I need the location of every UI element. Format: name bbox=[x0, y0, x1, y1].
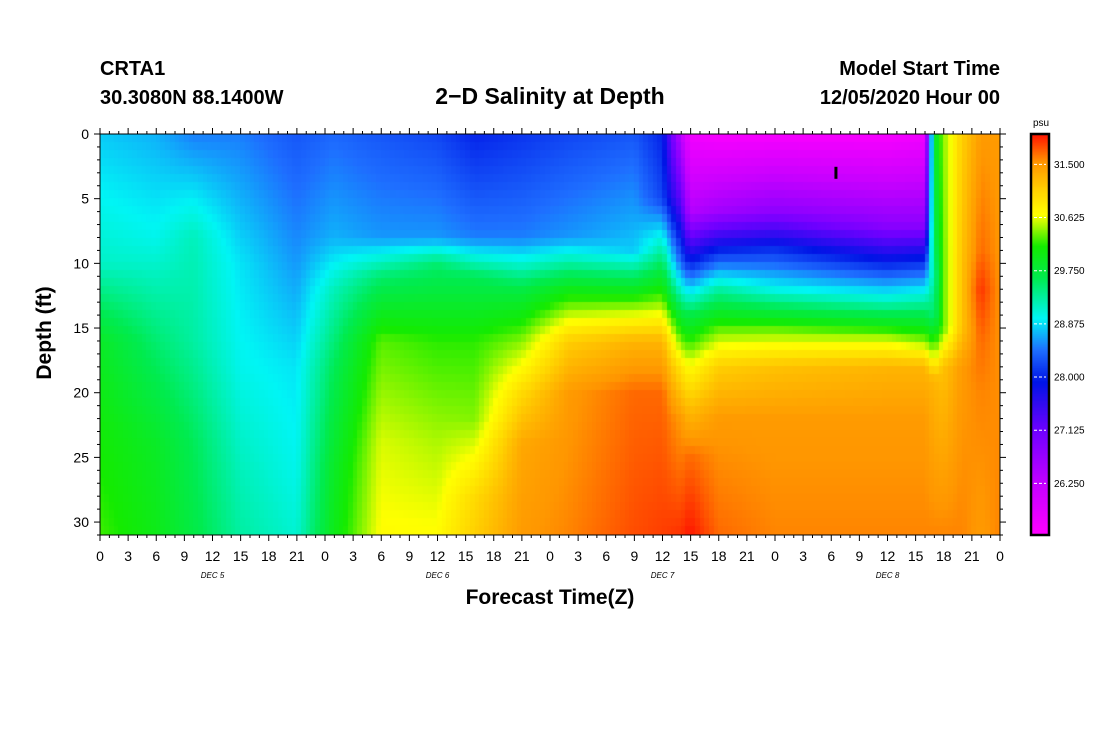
colorbar-frame bbox=[1029, 132, 1051, 537]
x-tick-label: 0 bbox=[771, 548, 779, 564]
plot-axes: 0 3 6 9 12 15 18 21 0 3 6 9 12 15 18 21 0 3 6 9 12 15 18 21 0 3 6 9… bbox=[73, 126, 1006, 580]
x-date-label: DEC 5 bbox=[201, 571, 225, 580]
heatmap-image bbox=[100, 134, 1000, 535]
x-tick-label: 21 bbox=[964, 548, 980, 564]
colorbar-tick-label: 31.500 bbox=[1054, 160, 1085, 171]
x-date-label: DEC 8 bbox=[876, 571, 900, 580]
x-tick-label: 6 bbox=[152, 548, 160, 564]
model-start-label: Model Start Time bbox=[839, 58, 1000, 80]
y-tick-label: 15 bbox=[73, 320, 89, 336]
colorbar-tick-label: 30.625 bbox=[1054, 213, 1085, 224]
x-date-label: DEC 6 bbox=[426, 571, 450, 580]
x-tick-label: 9 bbox=[855, 548, 863, 564]
y-tick-label: 0 bbox=[81, 126, 89, 142]
x-tick-label: 12 bbox=[880, 548, 896, 564]
x-tick-label: 21 bbox=[739, 548, 755, 564]
x-tick-label: 9 bbox=[630, 548, 638, 564]
x-tick-label: 6 bbox=[377, 548, 385, 564]
x-tick-label: 12 bbox=[430, 548, 446, 564]
colorbar-tick-label: 26.250 bbox=[1054, 479, 1085, 490]
x-tick-label: 0 bbox=[996, 548, 1004, 564]
colorbar-tick-label: 28.875 bbox=[1054, 319, 1085, 330]
x-tick-label: 6 bbox=[602, 548, 610, 564]
colorbar-tick-label: 29.750 bbox=[1054, 266, 1085, 277]
y-tick-label: 25 bbox=[73, 449, 89, 465]
x-tick-label: 21 bbox=[514, 548, 530, 564]
x-tick-label: 15 bbox=[233, 548, 249, 564]
position-marker bbox=[834, 166, 838, 179]
x-axis-label: Forecast Time(Z) bbox=[466, 586, 635, 609]
x-tick-label: 0 bbox=[96, 548, 104, 564]
x-tick-label: 18 bbox=[711, 548, 727, 564]
colorbar-tick-label: 27.125 bbox=[1054, 426, 1085, 437]
colorbar-gradient bbox=[1031, 134, 1049, 535]
x-tick-label: 3 bbox=[349, 548, 357, 564]
x-tick-label: 18 bbox=[486, 548, 502, 564]
y-axis-label: Depth (ft) bbox=[33, 286, 56, 379]
x-tick-label: 0 bbox=[546, 548, 554, 564]
colorbar-unit: psu bbox=[1033, 118, 1049, 129]
x-tick-label: 15 bbox=[458, 548, 474, 564]
x-tick-label: 3 bbox=[799, 548, 807, 564]
x-tick-label: 9 bbox=[180, 548, 188, 564]
x-tick-label: 21 bbox=[289, 548, 305, 564]
x-tick-label: 3 bbox=[574, 548, 582, 564]
x-tick-label: 9 bbox=[405, 548, 413, 564]
colorbar: 26.250 27.125 28.000 28.875 29.750 30.625 31.5… bbox=[1029, 132, 1085, 537]
x-tick-label: 3 bbox=[124, 548, 132, 564]
station-location: 30.3080N 88.1400W bbox=[100, 87, 284, 109]
x-tick-label: 6 bbox=[827, 548, 835, 564]
colorbar-tick-label: 28.000 bbox=[1054, 373, 1085, 384]
y-tick-label: 20 bbox=[73, 385, 89, 401]
x-tick-label: 15 bbox=[908, 548, 924, 564]
x-tick-label: 12 bbox=[655, 548, 671, 564]
y-tick-label: 10 bbox=[73, 255, 89, 271]
x-tick-label: 18 bbox=[936, 548, 952, 564]
x-tick-label: 18 bbox=[261, 548, 277, 564]
chart-title: 2−D Salinity at Depth bbox=[435, 83, 664, 109]
x-tick-label: 15 bbox=[683, 548, 699, 564]
x-date-label: DEC 7 bbox=[651, 571, 675, 580]
salinity-heatmap bbox=[100, 134, 1000, 535]
station-id: CRTA1 bbox=[100, 58, 165, 80]
y-tick-label: 30 bbox=[73, 514, 89, 530]
model-start-time: 12/05/2020 Hour 00 bbox=[820, 87, 1000, 109]
y-tick-label: 5 bbox=[81, 191, 89, 207]
x-tick-label: 12 bbox=[205, 548, 221, 564]
x-tick-label: 0 bbox=[321, 548, 329, 564]
